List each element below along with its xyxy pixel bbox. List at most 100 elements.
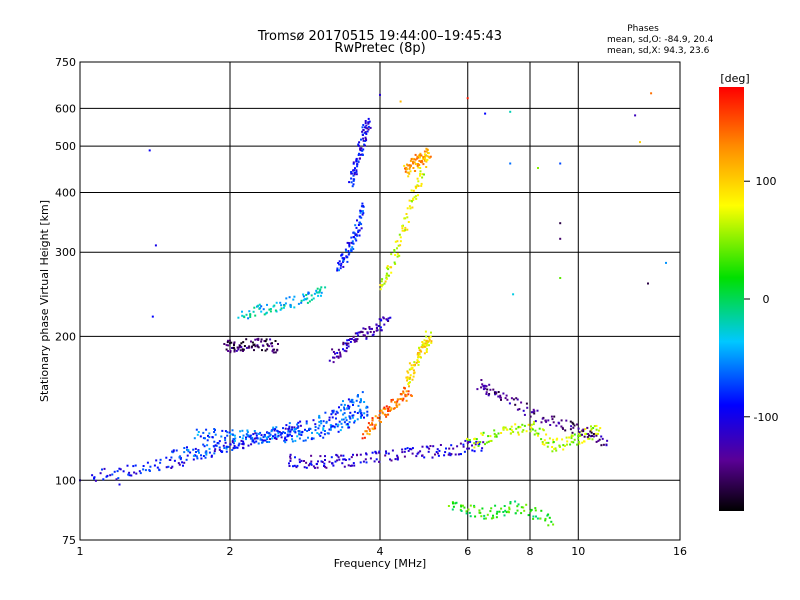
echo-point — [268, 441, 271, 443]
echo-point — [529, 426, 532, 429]
echo-point — [106, 474, 109, 477]
echo-point — [333, 356, 336, 359]
echo-point — [396, 252, 399, 255]
echo-point — [584, 428, 587, 431]
echo-point — [419, 156, 421, 159]
echo-point — [380, 421, 382, 423]
echo-point — [416, 177, 419, 180]
echo-point — [606, 439, 609, 442]
echo-point — [410, 200, 413, 202]
echo-point — [430, 331, 432, 334]
echo-point — [367, 422, 370, 425]
echo-point — [477, 444, 480, 447]
echo-point — [597, 429, 600, 432]
echo-point — [481, 434, 484, 436]
echo-point — [529, 415, 532, 418]
echo-point — [287, 430, 290, 433]
echo-point — [443, 454, 446, 457]
echo-point — [576, 443, 579, 446]
echo-point — [352, 179, 355, 182]
info-heading: Phases — [627, 24, 659, 34]
echo-point — [297, 302, 300, 305]
echo-point — [412, 375, 415, 378]
echo-point — [422, 158, 425, 161]
echo-point — [247, 444, 250, 447]
echo-point — [289, 433, 292, 436]
echo-point — [170, 456, 173, 459]
echo-point — [358, 234, 361, 237]
echo-point — [512, 430, 515, 433]
echo-point — [321, 461, 324, 463]
echo-point — [583, 435, 586, 438]
echo-point — [241, 443, 244, 445]
echo-point — [350, 338, 353, 340]
echo-point — [231, 440, 234, 442]
echo-point — [268, 345, 271, 348]
echo-point — [142, 465, 145, 467]
echo-point — [366, 130, 369, 133]
echo-point — [341, 426, 344, 429]
echo-point — [215, 444, 218, 447]
echo-point — [540, 421, 543, 424]
echo-point — [270, 430, 273, 433]
echo-point — [320, 294, 322, 297]
echo-point — [509, 428, 512, 431]
echo-point — [362, 212, 365, 215]
echo-point — [406, 379, 409, 382]
echo-point — [545, 433, 548, 436]
echo-point — [315, 289, 318, 292]
echo-point — [423, 344, 426, 347]
echo-point — [256, 344, 259, 347]
echo-point — [533, 412, 536, 415]
echo-point — [384, 454, 387, 457]
echo-point — [193, 437, 196, 440]
echo-point — [364, 136, 367, 139]
echo-point — [345, 423, 348, 426]
echo-point — [409, 170, 412, 173]
echo-point — [525, 402, 528, 405]
echo-point — [377, 325, 380, 327]
echo-point — [197, 450, 200, 452]
echo-point — [425, 343, 428, 346]
echo-point — [337, 262, 340, 264]
echo-point — [566, 440, 569, 443]
echo-point — [426, 342, 429, 345]
echo-point — [561, 438, 564, 441]
echo-point — [256, 437, 259, 440]
echo-point — [544, 519, 547, 522]
echo-point — [116, 470, 119, 473]
echo-point — [375, 323, 378, 326]
echo-point — [559, 237, 562, 240]
echo-point — [407, 390, 410, 393]
echo-point — [396, 405, 399, 408]
echo-point — [202, 431, 205, 434]
echo-point — [347, 464, 350, 467]
echo-point — [304, 428, 306, 431]
echo-point — [410, 158, 413, 161]
echo-point — [195, 451, 197, 453]
colorbar-label: [deg] — [720, 72, 749, 85]
echo-point — [347, 407, 350, 410]
echo-point — [421, 176, 424, 179]
echo-point — [450, 444, 453, 447]
echo-point — [634, 114, 637, 117]
echo-point — [128, 471, 131, 474]
echo-point — [583, 440, 585, 443]
echo-point — [182, 464, 184, 467]
echo-point — [517, 433, 520, 436]
echo-point — [337, 348, 340, 351]
echo-point — [213, 452, 216, 455]
y-tick-label: 300 — [55, 246, 76, 259]
echo-point — [225, 450, 228, 453]
echo-point — [342, 265, 345, 268]
echo-point — [384, 413, 387, 416]
echo-point — [362, 129, 365, 132]
echo-point — [535, 432, 538, 435]
echo-point — [261, 441, 263, 444]
echo-point — [254, 338, 257, 341]
echo-point — [517, 425, 520, 428]
echo-point — [515, 427, 518, 430]
echo-point — [362, 327, 365, 330]
echo-point — [413, 158, 416, 161]
echo-point — [468, 439, 471, 441]
